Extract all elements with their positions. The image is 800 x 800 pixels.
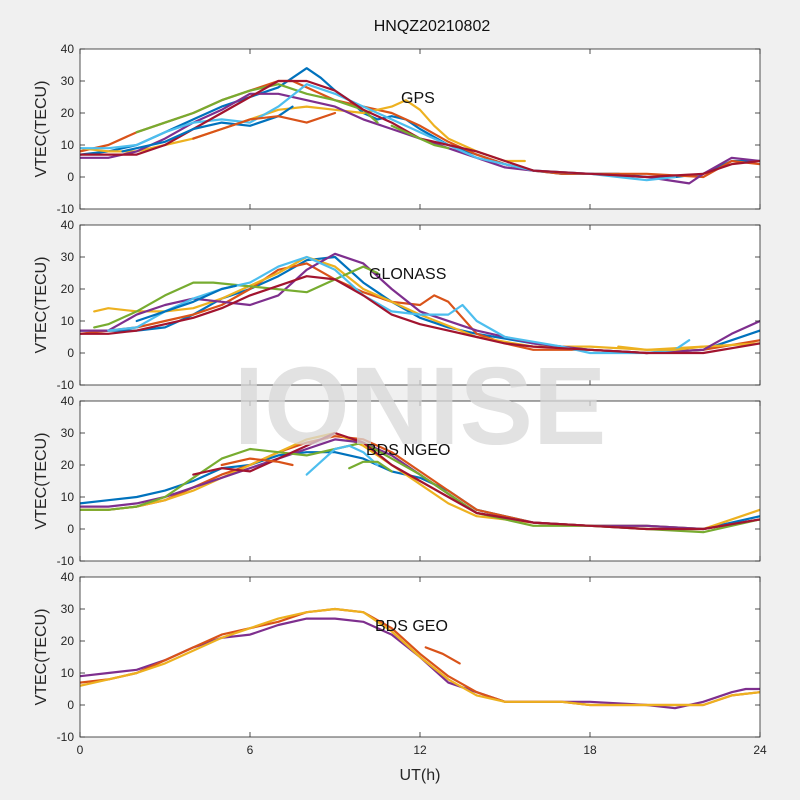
y-tick-label: 20 xyxy=(61,106,75,120)
y-tick-label: 40 xyxy=(61,218,75,232)
series-line-7 xyxy=(80,275,760,355)
series-group xyxy=(80,431,760,534)
series-line-6 xyxy=(305,444,379,476)
series-line-9 xyxy=(192,111,337,140)
y-tick-label: 20 xyxy=(61,282,75,296)
y-tick-label: -10 xyxy=(57,554,75,568)
series-line-7 xyxy=(192,431,760,531)
y-tick-label: 0 xyxy=(67,170,74,184)
series-line-3 xyxy=(80,607,760,707)
y-tick-label: 0 xyxy=(67,346,74,360)
panel-bds-ngeo: -10 0 10 20 30 40 VTEC(TECU) BDS NGEO xyxy=(33,394,761,568)
y-axis-label: VTEC(TECU) xyxy=(33,257,50,354)
y-tick-label: 10 xyxy=(61,666,75,680)
y-tick-label: 0 xyxy=(67,522,74,536)
y-tick-label: 10 xyxy=(61,314,75,328)
y-tick-label: 40 xyxy=(61,570,75,584)
y-tick-label: 30 xyxy=(61,426,75,440)
series-group xyxy=(80,67,760,185)
series-line-5 xyxy=(93,265,379,329)
series-line-8 xyxy=(220,457,294,467)
series-line-9 xyxy=(348,460,393,473)
y-tick-label: 40 xyxy=(61,42,75,56)
figure-title: HNQZ20210802 xyxy=(374,18,491,35)
panel-annotation: GPS xyxy=(401,90,435,107)
x-tick-label: 12 xyxy=(413,743,427,757)
y-tick-label: 20 xyxy=(61,458,75,472)
panel-annotation: BDS GEO xyxy=(375,618,448,635)
panel-gps: -10 0 10 20 30 40 VTEC(TECU) GPS xyxy=(33,42,761,216)
panel-glonass: -10 0 10 20 30 40 VTEC(TECU) GLONASS xyxy=(33,218,761,392)
panel-annotation: GLONASS xyxy=(369,266,446,283)
series-group xyxy=(80,252,760,355)
series-line-9 xyxy=(617,345,705,351)
series-line-7 xyxy=(80,79,760,179)
x-axis-label: UT(h) xyxy=(400,767,441,784)
series-line-5 xyxy=(135,83,379,134)
watermark: IONISE xyxy=(234,345,607,468)
series-group xyxy=(80,607,760,710)
y-tick-label: 40 xyxy=(61,394,75,408)
y-tick-label: 10 xyxy=(61,138,75,152)
series-line-6 xyxy=(107,255,691,355)
series-line-8 xyxy=(135,284,237,323)
y-tick-label: 0 xyxy=(67,698,74,712)
y-tick-label: 20 xyxy=(61,634,75,648)
x-tick-label: 18 xyxy=(583,743,597,757)
x-tick-label: 0 xyxy=(77,743,84,757)
y-tick-label: 30 xyxy=(61,74,75,88)
y-tick-label: 30 xyxy=(61,250,75,264)
x-tick-label: 24 xyxy=(753,743,767,757)
y-tick-label: -10 xyxy=(57,730,75,744)
y-tick-label: 30 xyxy=(61,602,75,616)
y-tick-label: -10 xyxy=(57,378,75,392)
y-tick-label: 10 xyxy=(61,490,75,504)
y-axis-label: VTEC(TECU) xyxy=(33,609,50,706)
y-axis-label: VTEC(TECU) xyxy=(33,433,50,530)
x-tick-label: 6 xyxy=(247,743,254,757)
series-line-4 xyxy=(424,646,461,665)
y-tick-label: -10 xyxy=(57,202,75,216)
y-axis-label: VTEC(TECU) xyxy=(33,81,50,178)
panel-annotation: BDS NGEO xyxy=(366,442,450,459)
series-line-10 xyxy=(390,124,450,150)
